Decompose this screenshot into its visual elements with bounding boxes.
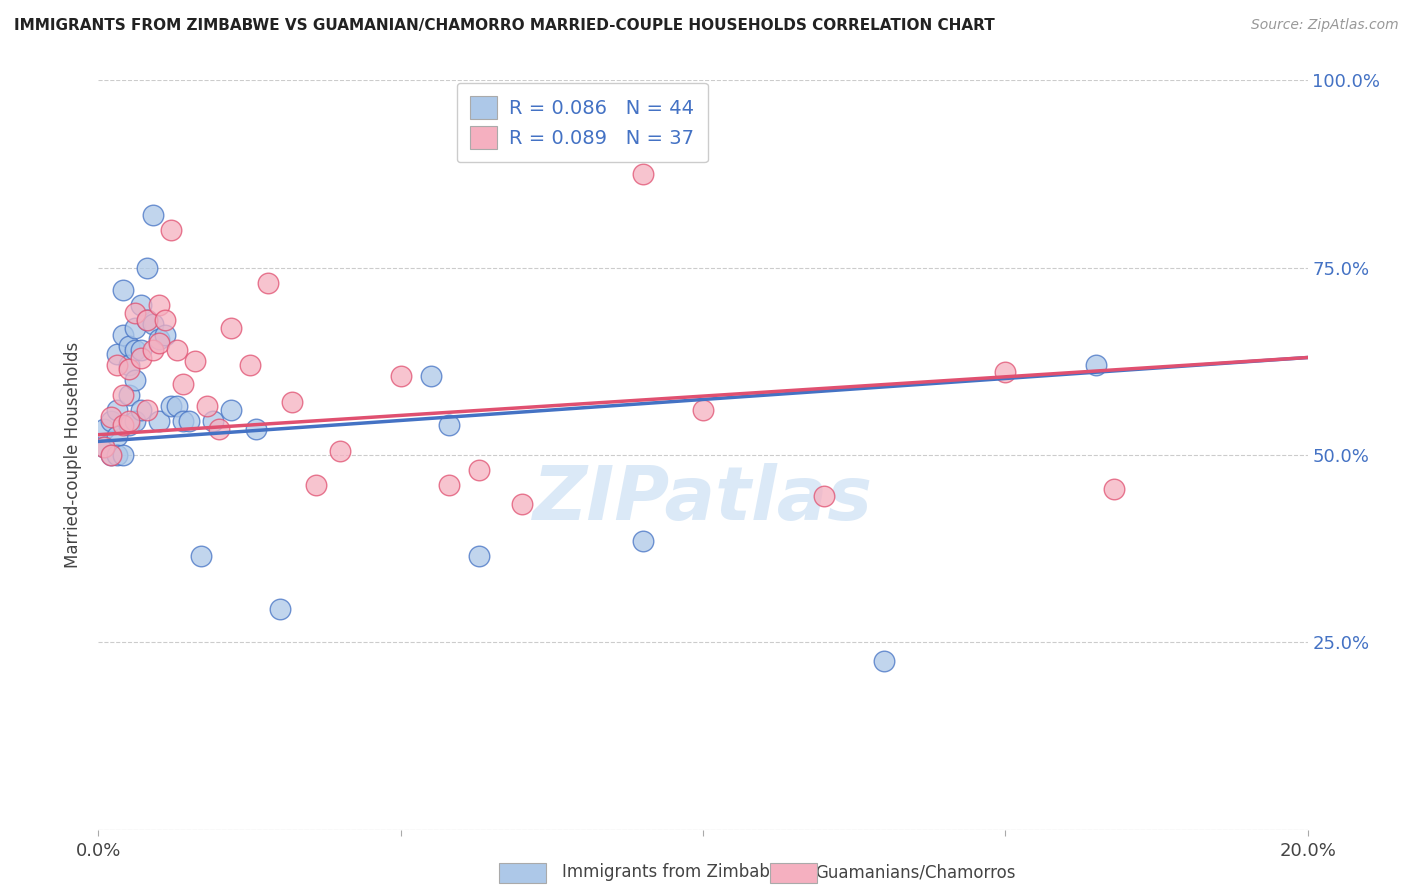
Point bbox=[269, 601, 291, 615]
Point bbox=[221, 320, 243, 334]
Point bbox=[420, 369, 443, 384]
Point bbox=[105, 429, 128, 443]
Point bbox=[239, 358, 262, 372]
Point bbox=[994, 366, 1017, 380]
Point bbox=[100, 448, 122, 462]
Text: Guamanians/Chamorros: Guamanians/Chamorros bbox=[815, 863, 1017, 881]
Point bbox=[118, 358, 141, 372]
Point bbox=[510, 497, 533, 511]
Point bbox=[105, 347, 128, 361]
Point bbox=[124, 320, 146, 334]
Point bbox=[208, 422, 231, 436]
Point bbox=[172, 376, 194, 391]
Point bbox=[153, 328, 176, 343]
Point bbox=[129, 298, 152, 312]
Point bbox=[813, 489, 835, 503]
Point bbox=[468, 549, 491, 563]
Point bbox=[437, 478, 460, 492]
Point bbox=[631, 534, 654, 549]
Point bbox=[124, 305, 146, 319]
Point bbox=[148, 332, 170, 346]
Point bbox=[129, 351, 152, 365]
Point bbox=[111, 417, 134, 432]
Point bbox=[153, 313, 176, 327]
Y-axis label: Married-couple Households: Married-couple Households bbox=[65, 342, 83, 568]
Point bbox=[111, 448, 134, 462]
Text: IMMIGRANTS FROM ZIMBABWE VS GUAMANIAN/CHAMORRO MARRIED-COUPLE HOUSEHOLDS CORRELA: IMMIGRANTS FROM ZIMBABWE VS GUAMANIAN/CH… bbox=[14, 18, 995, 33]
Point bbox=[166, 399, 188, 413]
Point bbox=[692, 403, 714, 417]
Point bbox=[118, 388, 141, 402]
Point bbox=[105, 403, 128, 417]
Point bbox=[129, 343, 152, 357]
Point bbox=[111, 283, 134, 297]
Point bbox=[389, 369, 412, 384]
Point bbox=[105, 358, 128, 372]
Point bbox=[124, 343, 146, 357]
Point bbox=[135, 313, 157, 327]
Point bbox=[100, 448, 122, 462]
Point bbox=[468, 463, 491, 477]
Legend: R = 0.086   N = 44, R = 0.089   N = 37: R = 0.086 N = 44, R = 0.089 N = 37 bbox=[457, 82, 707, 162]
Point bbox=[135, 313, 157, 327]
Point bbox=[118, 417, 141, 432]
Point bbox=[118, 339, 141, 353]
Point bbox=[256, 276, 278, 290]
Point bbox=[184, 354, 207, 368]
Point bbox=[873, 654, 896, 668]
Point bbox=[1085, 358, 1108, 372]
Point bbox=[100, 414, 122, 428]
Point bbox=[148, 414, 170, 428]
Point bbox=[329, 444, 352, 458]
Point bbox=[172, 414, 194, 428]
Point bbox=[118, 414, 141, 428]
Point bbox=[305, 478, 328, 492]
Point bbox=[111, 388, 134, 402]
Point bbox=[195, 399, 218, 413]
Point bbox=[179, 414, 201, 428]
Point bbox=[93, 441, 115, 455]
Point bbox=[160, 223, 183, 237]
Point bbox=[111, 328, 134, 343]
Point bbox=[105, 448, 128, 462]
Point bbox=[221, 403, 243, 417]
Text: Source: ZipAtlas.com: Source: ZipAtlas.com bbox=[1251, 18, 1399, 32]
Point bbox=[124, 373, 146, 387]
Point bbox=[142, 208, 165, 222]
Text: Immigrants from Zimbabwe: Immigrants from Zimbabwe bbox=[562, 863, 794, 881]
Point bbox=[190, 549, 212, 563]
Point bbox=[118, 361, 141, 376]
Point bbox=[202, 414, 225, 428]
Point bbox=[245, 422, 267, 436]
Point bbox=[135, 260, 157, 275]
Point bbox=[100, 410, 122, 425]
Point bbox=[129, 403, 152, 417]
Point bbox=[148, 335, 170, 350]
Point bbox=[631, 167, 654, 181]
Point bbox=[166, 343, 188, 357]
Point bbox=[437, 417, 460, 432]
Point bbox=[281, 395, 304, 409]
Point bbox=[1102, 482, 1125, 496]
Point bbox=[93, 441, 115, 455]
Point bbox=[124, 414, 146, 428]
Point bbox=[135, 403, 157, 417]
Point bbox=[148, 298, 170, 312]
Point bbox=[142, 343, 165, 357]
Point bbox=[160, 399, 183, 413]
Point bbox=[93, 422, 115, 436]
Point bbox=[142, 317, 165, 331]
Text: ZIPatlas: ZIPatlas bbox=[533, 463, 873, 536]
